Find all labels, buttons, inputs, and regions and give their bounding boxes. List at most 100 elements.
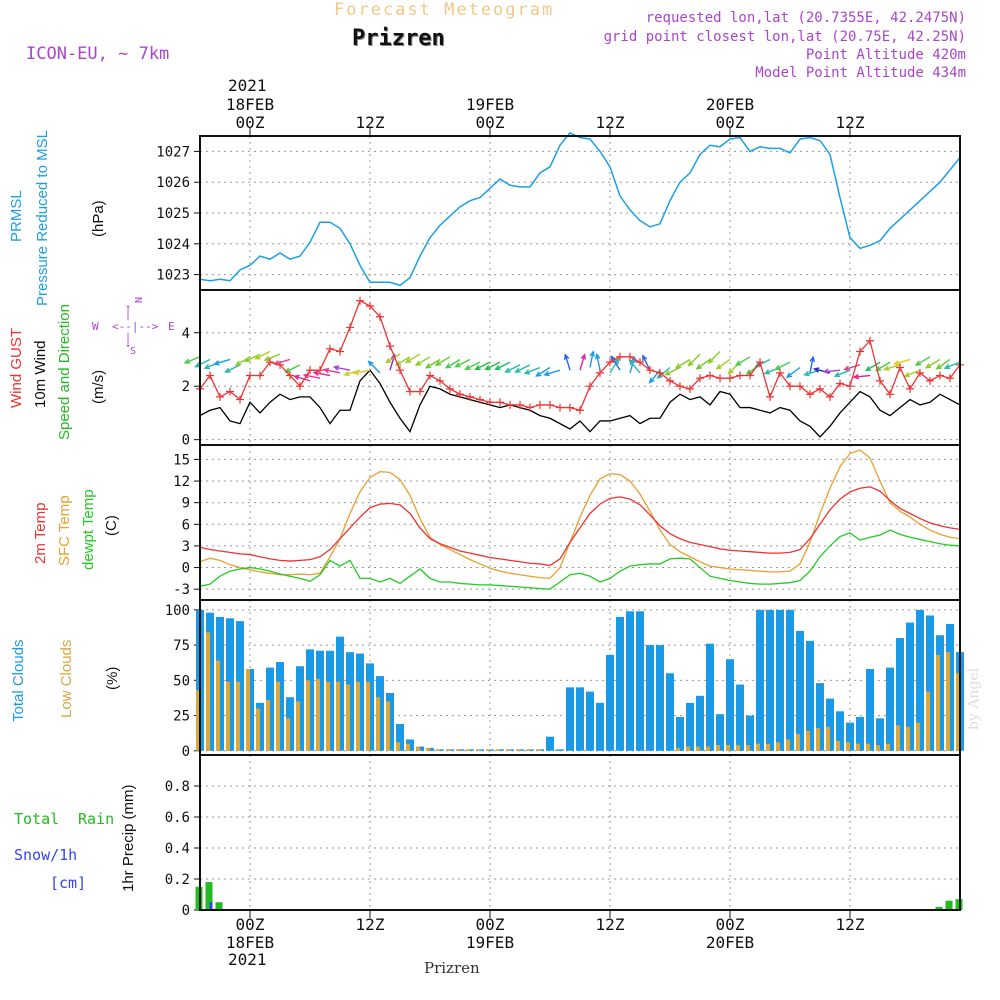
y-tick-label: 12 bbox=[173, 474, 190, 490]
total-clouds-bar bbox=[636, 611, 644, 751]
wind-arrow-head bbox=[754, 362, 761, 368]
precip-snow-unit-label: [cm] bbox=[50, 874, 87, 892]
total-clouds-bar bbox=[826, 698, 834, 751]
wind-arrow-head bbox=[454, 362, 461, 368]
wind-arrow-head bbox=[883, 365, 890, 371]
y-tick-label: 1024 bbox=[156, 237, 190, 253]
low-clouds-bar bbox=[526, 749, 530, 751]
time-tick-label-bottom: 12Z bbox=[836, 915, 865, 934]
wind-direction-arrow bbox=[455, 358, 471, 368]
y-tick-label: 0.2 bbox=[165, 872, 190, 888]
low-clouds-bar bbox=[686, 746, 690, 751]
low-clouds-bar bbox=[876, 745, 880, 751]
total-clouds-bar bbox=[796, 631, 804, 751]
wind-gust-marker bbox=[536, 400, 544, 409]
low-clouds-bar bbox=[916, 722, 920, 751]
total-clouds-bar bbox=[726, 659, 734, 751]
low-clouds-bar bbox=[696, 746, 700, 751]
low-clouds-bar bbox=[196, 690, 200, 751]
wind-arrow-head bbox=[444, 363, 452, 369]
total-clouds-bar bbox=[586, 691, 594, 751]
wind-arrow-head bbox=[785, 372, 793, 379]
wind-arrow-head bbox=[263, 355, 271, 362]
low-clouds-bar bbox=[516, 749, 520, 751]
wind-arrow-head bbox=[293, 374, 300, 381]
precip-total-label: Total bbox=[14, 810, 60, 828]
wind-gust-marker bbox=[606, 358, 614, 367]
wind-gust-marker bbox=[946, 374, 954, 383]
total-clouds-bar bbox=[696, 695, 704, 751]
total-clouds-bar bbox=[566, 687, 574, 751]
wind-gust-marker bbox=[576, 406, 584, 415]
low-clouds-bar bbox=[336, 681, 340, 751]
total-clouds-bar bbox=[836, 711, 844, 751]
total-clouds-bar bbox=[866, 669, 874, 751]
time-tick-label-bottom: 12Z bbox=[356, 915, 385, 934]
wind-gust-marker bbox=[256, 371, 264, 380]
y-tick-label: 25 bbox=[173, 709, 190, 725]
time-tick-label-top: 12Z bbox=[836, 113, 865, 132]
wind-arrow-head bbox=[695, 363, 702, 370]
chart-title: Forecast Meteogram bbox=[334, 0, 555, 20]
total-clouds-bar bbox=[626, 611, 634, 751]
y-tick-label: 2 bbox=[182, 379, 190, 395]
low-clouds-bar bbox=[936, 654, 940, 751]
wind-10m-line bbox=[199, 369, 961, 438]
wind-direction-arrow bbox=[255, 350, 271, 360]
total-clouds-bar bbox=[736, 684, 744, 751]
wind-gust-marker bbox=[566, 403, 574, 412]
precip-snow-bar bbox=[209, 902, 213, 910]
wind-arrow-head bbox=[642, 354, 648, 361]
wind-arrow-head bbox=[580, 353, 587, 360]
wind-arrow-head bbox=[254, 354, 261, 360]
wind-direction-arrow bbox=[834, 369, 851, 377]
wind-direction-arrow bbox=[564, 354, 571, 371]
wind-arrow-head bbox=[594, 352, 601, 360]
wind-direction-arrow bbox=[688, 353, 701, 366]
wind-gust-marker bbox=[656, 368, 664, 377]
total-clouds-bar bbox=[716, 714, 724, 751]
wind-gust-marker bbox=[756, 358, 764, 367]
low-clouds-bar bbox=[226, 681, 230, 751]
y-tick-label: 100 bbox=[165, 603, 190, 619]
wind-direction-arrow bbox=[814, 368, 831, 374]
total-clouds-bar bbox=[576, 687, 584, 751]
wind-gust-marker bbox=[246, 371, 254, 380]
wind-direction-arrow bbox=[544, 369, 561, 376]
total-clouds-bar bbox=[816, 683, 824, 751]
low-clouds-bar bbox=[806, 731, 810, 751]
y-tick-label: 6 bbox=[182, 517, 190, 533]
low-clouds-bar bbox=[856, 743, 860, 751]
wind-gust-marker bbox=[636, 358, 644, 367]
wind-arrow-head bbox=[494, 364, 501, 371]
bottom-year-label: 2021 bbox=[228, 950, 267, 969]
wind-arrow-head bbox=[343, 370, 350, 377]
wind-direction-arrow bbox=[708, 350, 721, 364]
precip-total-bar bbox=[205, 882, 213, 910]
wind-gust-marker bbox=[766, 392, 774, 401]
low-clouds-bar bbox=[956, 673, 960, 751]
wind-gust-marker bbox=[236, 395, 244, 404]
temp-sfc-line bbox=[199, 449, 961, 580]
wind-direction-arrow bbox=[324, 369, 341, 374]
wind-direction-arrow bbox=[735, 356, 751, 366]
low-clouds-bar bbox=[256, 708, 260, 751]
wind-arrow-head bbox=[394, 360, 402, 366]
wind-direction-arrow bbox=[264, 353, 281, 361]
wind-direction-arrow bbox=[395, 356, 411, 366]
y-tick-label: 1027 bbox=[156, 144, 190, 160]
wind-gust-marker bbox=[826, 392, 834, 401]
wind-direction-arrow bbox=[385, 353, 401, 363]
panel-frame bbox=[199, 444, 961, 601]
precip-rain-label: Rain bbox=[78, 810, 115, 828]
time-tick-label-top: 12Z bbox=[596, 113, 625, 132]
wind-gust-marker bbox=[936, 371, 944, 380]
wind-direction-arrow bbox=[629, 360, 641, 374]
precip-snow-label: Snow/1h bbox=[14, 846, 78, 864]
total-clouds-bar bbox=[646, 645, 654, 751]
wind-gust-marker bbox=[376, 312, 384, 321]
low-clouds-bar bbox=[766, 743, 770, 751]
low-clouds-bar bbox=[466, 749, 470, 751]
compass-east: E bbox=[168, 320, 175, 333]
total-clouds-bar bbox=[596, 702, 604, 751]
